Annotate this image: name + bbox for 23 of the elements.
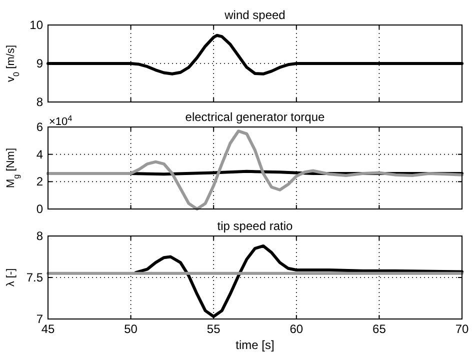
x-axis-title: time [s]: [236, 338, 274, 352]
x-tick-label: 55: [206, 322, 221, 336]
y-tick-label: 9: [36, 56, 44, 70]
chart-title: tip speed ratio: [217, 219, 294, 233]
x-tick-label: 45: [41, 322, 55, 336]
chart-title: wind speed: [224, 8, 286, 22]
y-tick-label: 8: [36, 95, 44, 109]
y-tick-label: 10: [30, 18, 44, 32]
annotation: ×10$^{4}$: [49, 114, 73, 128]
x-tick-label: 60: [290, 322, 304, 336]
y-tick-label: 8: [36, 229, 44, 243]
y-tick-label: 0: [36, 202, 44, 216]
y-tick-label: 7: [36, 312, 44, 326]
y-tick-label: 7.5: [26, 270, 44, 284]
y-tick-label: 4: [36, 147, 44, 162]
line-series: [46, 130, 464, 210]
x-tick-label: 50: [124, 322, 138, 336]
x-tick-label: 65: [372, 322, 386, 336]
chart-title: electrical generator torque: [185, 110, 326, 124]
x-tick-label: 70: [455, 322, 469, 336]
y-tick-label: 6: [36, 120, 44, 134]
y-tick-label: 2: [36, 174, 44, 189]
y-axis-title: λ [-]: [5, 268, 17, 287]
